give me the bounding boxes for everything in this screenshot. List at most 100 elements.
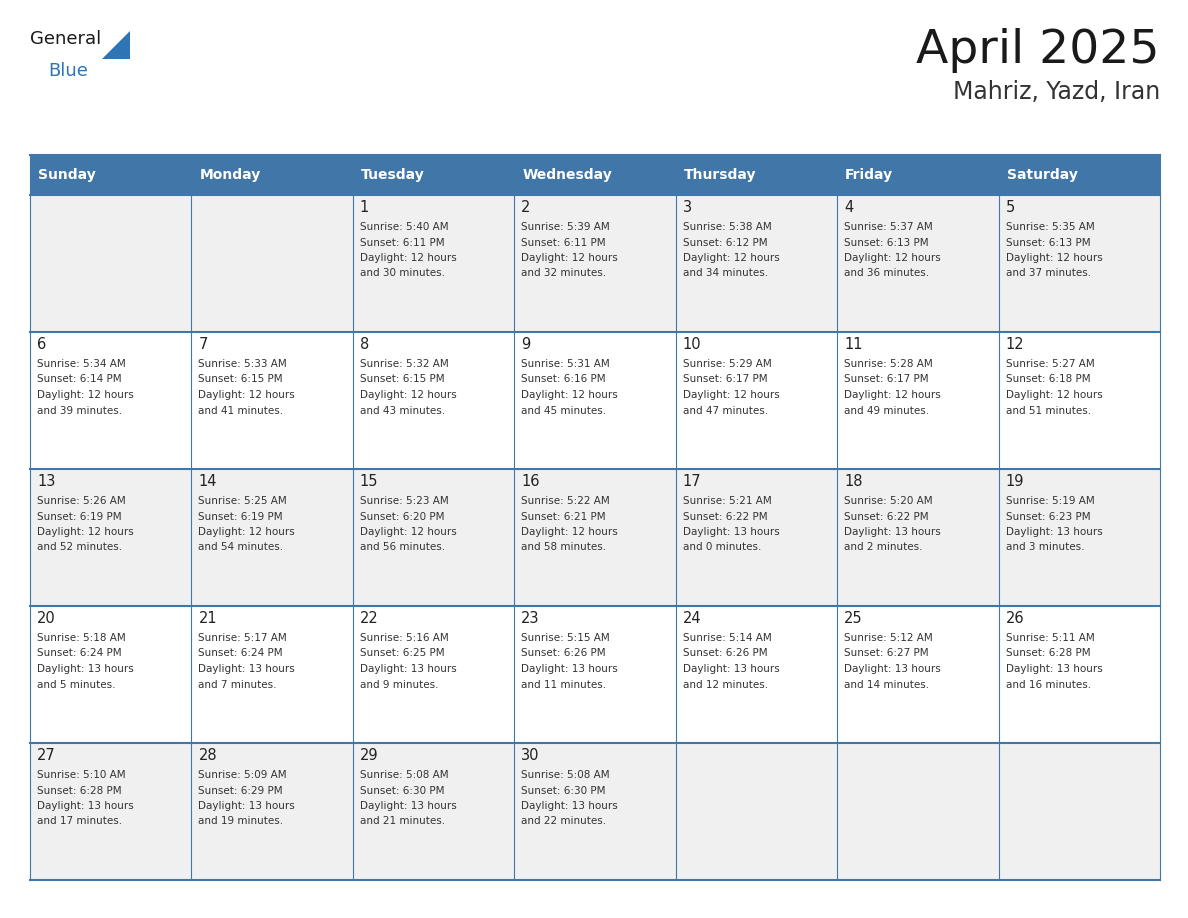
Text: Sunset: 6:28 PM: Sunset: 6:28 PM xyxy=(37,786,121,796)
Text: 17: 17 xyxy=(683,474,701,489)
Text: 18: 18 xyxy=(845,474,862,489)
Bar xyxy=(30,155,191,195)
Text: General: General xyxy=(30,30,101,48)
Text: Daylight: 12 hours: Daylight: 12 hours xyxy=(360,527,456,537)
Text: Daylight: 12 hours: Daylight: 12 hours xyxy=(683,253,779,263)
Text: 19: 19 xyxy=(1005,474,1024,489)
Text: and 45 minutes.: and 45 minutes. xyxy=(522,406,606,416)
Text: Mahriz, Yazd, Iran: Mahriz, Yazd, Iran xyxy=(953,80,1159,104)
Text: Sunset: 6:12 PM: Sunset: 6:12 PM xyxy=(683,238,767,248)
Text: Sunrise: 5:16 AM: Sunrise: 5:16 AM xyxy=(360,633,449,643)
Text: Sunset: 6:26 PM: Sunset: 6:26 PM xyxy=(683,648,767,658)
Text: Sunset: 6:28 PM: Sunset: 6:28 PM xyxy=(1005,648,1091,658)
Text: 10: 10 xyxy=(683,337,701,352)
Text: and 19 minutes.: and 19 minutes. xyxy=(198,816,284,826)
Text: 25: 25 xyxy=(845,611,862,626)
Bar xyxy=(514,469,676,606)
Text: 7: 7 xyxy=(198,337,208,352)
Text: 8: 8 xyxy=(360,337,369,352)
Text: Sunset: 6:17 PM: Sunset: 6:17 PM xyxy=(683,375,767,385)
Text: Daylight: 12 hours: Daylight: 12 hours xyxy=(360,390,456,400)
Text: Daylight: 13 hours: Daylight: 13 hours xyxy=(360,801,456,811)
Text: Sunrise: 5:22 AM: Sunrise: 5:22 AM xyxy=(522,496,609,506)
Text: 30: 30 xyxy=(522,748,539,763)
Text: Daylight: 12 hours: Daylight: 12 hours xyxy=(845,390,941,400)
Text: Daylight: 12 hours: Daylight: 12 hours xyxy=(1005,390,1102,400)
Text: Sunrise: 5:34 AM: Sunrise: 5:34 AM xyxy=(37,359,126,369)
Text: Sunset: 6:11 PM: Sunset: 6:11 PM xyxy=(360,238,444,248)
Text: and 0 minutes.: and 0 minutes. xyxy=(683,543,762,553)
Text: Thursday: Thursday xyxy=(684,168,757,182)
Bar xyxy=(191,195,353,332)
Text: 2: 2 xyxy=(522,200,531,215)
Bar xyxy=(999,332,1159,469)
Text: 29: 29 xyxy=(360,748,379,763)
Text: and 39 minutes.: and 39 minutes. xyxy=(37,406,122,416)
Text: Sunrise: 5:32 AM: Sunrise: 5:32 AM xyxy=(360,359,449,369)
Text: April 2025: April 2025 xyxy=(916,28,1159,73)
Text: and 32 minutes.: and 32 minutes. xyxy=(522,268,606,278)
Text: Tuesday: Tuesday xyxy=(361,168,424,182)
Bar xyxy=(353,743,514,880)
Text: Daylight: 12 hours: Daylight: 12 hours xyxy=(360,253,456,263)
Text: Daylight: 13 hours: Daylight: 13 hours xyxy=(683,527,779,537)
Bar xyxy=(999,743,1159,880)
Bar xyxy=(30,469,191,606)
Text: Sunrise: 5:38 AM: Sunrise: 5:38 AM xyxy=(683,222,771,232)
Text: and 58 minutes.: and 58 minutes. xyxy=(522,543,606,553)
Text: 28: 28 xyxy=(198,748,217,763)
Text: Sunset: 6:29 PM: Sunset: 6:29 PM xyxy=(198,786,283,796)
Text: 3: 3 xyxy=(683,200,691,215)
Text: Sunrise: 5:11 AM: Sunrise: 5:11 AM xyxy=(1005,633,1094,643)
Text: and 56 minutes.: and 56 minutes. xyxy=(360,543,446,553)
Text: Daylight: 13 hours: Daylight: 13 hours xyxy=(1005,664,1102,674)
Text: Sunset: 6:24 PM: Sunset: 6:24 PM xyxy=(37,648,121,658)
Text: and 30 minutes.: and 30 minutes. xyxy=(360,268,444,278)
Text: 24: 24 xyxy=(683,611,701,626)
Bar xyxy=(838,195,999,332)
Text: Daylight: 13 hours: Daylight: 13 hours xyxy=(360,664,456,674)
Text: Sunrise: 5:19 AM: Sunrise: 5:19 AM xyxy=(1005,496,1094,506)
Text: 5: 5 xyxy=(1005,200,1015,215)
Text: Sunrise: 5:12 AM: Sunrise: 5:12 AM xyxy=(845,633,933,643)
Text: and 51 minutes.: and 51 minutes. xyxy=(1005,406,1091,416)
Bar xyxy=(676,195,838,332)
Text: Sunset: 6:17 PM: Sunset: 6:17 PM xyxy=(845,375,929,385)
Text: 21: 21 xyxy=(198,611,217,626)
Text: Sunset: 6:25 PM: Sunset: 6:25 PM xyxy=(360,648,444,658)
Text: and 34 minutes.: and 34 minutes. xyxy=(683,268,767,278)
Text: and 47 minutes.: and 47 minutes. xyxy=(683,406,767,416)
Text: Daylight: 13 hours: Daylight: 13 hours xyxy=(37,801,134,811)
Text: and 43 minutes.: and 43 minutes. xyxy=(360,406,446,416)
Text: and 22 minutes.: and 22 minutes. xyxy=(522,816,606,826)
Text: Sunset: 6:21 PM: Sunset: 6:21 PM xyxy=(522,511,606,521)
Text: Daylight: 13 hours: Daylight: 13 hours xyxy=(522,801,618,811)
Text: Daylight: 13 hours: Daylight: 13 hours xyxy=(198,664,295,674)
Bar xyxy=(999,155,1159,195)
Text: Sunrise: 5:09 AM: Sunrise: 5:09 AM xyxy=(198,770,287,780)
Bar xyxy=(191,469,353,606)
Text: Daylight: 13 hours: Daylight: 13 hours xyxy=(683,664,779,674)
Text: and 14 minutes.: and 14 minutes. xyxy=(845,679,929,689)
Text: Sunrise: 5:08 AM: Sunrise: 5:08 AM xyxy=(522,770,609,780)
Text: Sunset: 6:30 PM: Sunset: 6:30 PM xyxy=(360,786,444,796)
Text: Sunset: 6:15 PM: Sunset: 6:15 PM xyxy=(198,375,283,385)
Text: 6: 6 xyxy=(37,337,46,352)
Text: and 12 minutes.: and 12 minutes. xyxy=(683,679,767,689)
Text: Sunrise: 5:33 AM: Sunrise: 5:33 AM xyxy=(198,359,287,369)
Text: and 41 minutes.: and 41 minutes. xyxy=(198,406,284,416)
Text: Sunrise: 5:15 AM: Sunrise: 5:15 AM xyxy=(522,633,609,643)
Text: 4: 4 xyxy=(845,200,853,215)
Text: Daylight: 13 hours: Daylight: 13 hours xyxy=(37,664,134,674)
Text: Sunset: 6:27 PM: Sunset: 6:27 PM xyxy=(845,648,929,658)
Bar xyxy=(838,743,999,880)
Text: Sunrise: 5:39 AM: Sunrise: 5:39 AM xyxy=(522,222,609,232)
Text: Sunrise: 5:28 AM: Sunrise: 5:28 AM xyxy=(845,359,933,369)
Text: Sunrise: 5:20 AM: Sunrise: 5:20 AM xyxy=(845,496,933,506)
Text: 14: 14 xyxy=(198,474,217,489)
Bar xyxy=(838,332,999,469)
Text: and 5 minutes.: and 5 minutes. xyxy=(37,679,115,689)
Bar xyxy=(30,332,191,469)
Text: and 17 minutes.: and 17 minutes. xyxy=(37,816,122,826)
Text: Wednesday: Wednesday xyxy=(523,168,612,182)
